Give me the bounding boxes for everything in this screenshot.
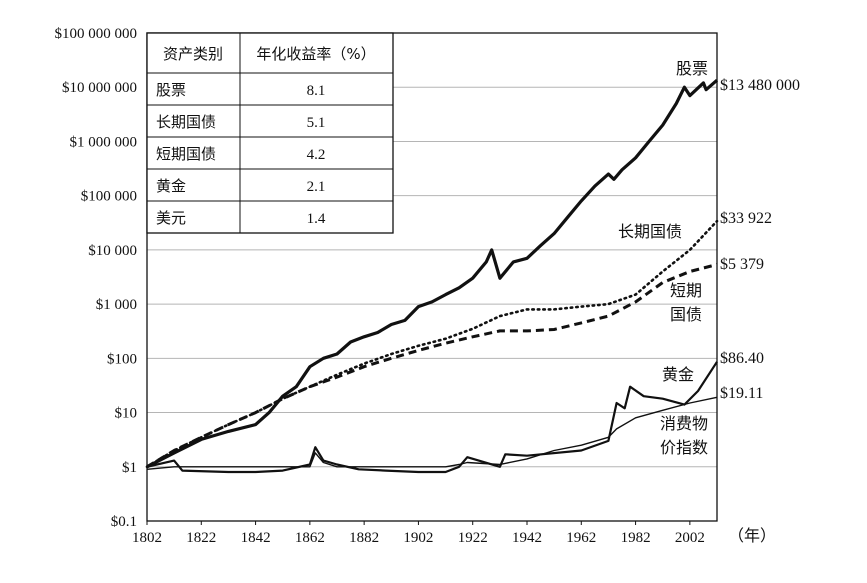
series-line-cpi bbox=[146, 396, 718, 470]
end-value-bills: $5 379 bbox=[720, 256, 764, 273]
x-tick-label: 1982 bbox=[621, 530, 651, 546]
table-cell-asset: 美元 bbox=[156, 209, 186, 227]
table-cell-asset: 长期国债 bbox=[156, 113, 216, 131]
y-tick-label: $100 bbox=[107, 351, 137, 367]
y-tick-label: $0.1 bbox=[111, 514, 137, 530]
end-value-bonds: $33 922 bbox=[720, 210, 772, 227]
y-tick-label: $100 000 000 bbox=[55, 26, 138, 42]
x-tick-label: 1902 bbox=[403, 530, 433, 546]
label-bills-line2: 国债 bbox=[670, 305, 702, 324]
table-cell-return: 4.2 bbox=[307, 147, 326, 163]
x-tick-label: 1962 bbox=[566, 530, 596, 546]
y-tick-label: $100 000 bbox=[81, 189, 137, 205]
x-tick-label: 1842 bbox=[241, 530, 271, 546]
table-cell-asset: 黄金 bbox=[156, 177, 186, 195]
label-stocks: 股票 bbox=[676, 59, 708, 78]
y-tick-label: $1 000 bbox=[96, 297, 137, 313]
table-cell-return: 5.1 bbox=[307, 115, 326, 131]
y-tick-label: $1 bbox=[122, 460, 137, 476]
y-axis-tick-labels: $100 000 000 $10 000 000 $1 000 000 $100 00… bbox=[55, 26, 138, 530]
label-bills-line1: 短期 bbox=[670, 281, 702, 300]
table-cell-asset: 短期国债 bbox=[156, 145, 216, 163]
x-tick-label: 1882 bbox=[349, 530, 379, 546]
label-cpi-line2: 价指数 bbox=[660, 438, 708, 457]
x-tick-label: 1922 bbox=[458, 530, 488, 546]
x-tick-label: 1822 bbox=[186, 530, 216, 546]
y-tick-label: $1 000 000 bbox=[70, 134, 138, 150]
x-axis-tick-labels: 1802 1822 1842 1862 1882 1902 1922 1942 1962 1982… bbox=[132, 521, 705, 546]
table-header-return: 年化收益率（%） bbox=[256, 45, 375, 63]
series-line-gold bbox=[146, 361, 718, 474]
label-gold: 黄金 bbox=[662, 365, 694, 384]
x-axis-unit-label: （年） bbox=[728, 526, 776, 545]
end-value-cpi: $19.11 bbox=[720, 385, 763, 402]
x-tick-label: 1942 bbox=[512, 530, 542, 546]
table-cell-return: 2.1 bbox=[307, 179, 326, 195]
series-line-stocks bbox=[146, 78, 719, 469]
table-cell-return: 1.4 bbox=[307, 211, 326, 227]
returns-table: 资产类别 年化收益率（%） 股票 8.1 长期国债 5.1 短期国债 4.2 黄… bbox=[146, 32, 394, 234]
end-value-stocks: $13 480 000 bbox=[720, 77, 800, 94]
plot-frame bbox=[146, 32, 718, 522]
table-cell-asset: 股票 bbox=[156, 81, 186, 99]
table-header-asset: 资产类别 bbox=[163, 45, 223, 63]
label-cpi-line1: 消费物 bbox=[660, 414, 708, 433]
end-value-gold: $86.40 bbox=[720, 350, 764, 367]
table-frame bbox=[146, 32, 394, 234]
y-tick-label: $10 bbox=[115, 406, 138, 422]
y-tick-label: $10 000 000 bbox=[62, 80, 137, 96]
x-tick-label: 1802 bbox=[132, 530, 162, 546]
x-tick-label: 2002 bbox=[675, 530, 705, 546]
table-cell-return: 8.1 bbox=[307, 83, 326, 99]
x-tick-label: 1862 bbox=[295, 530, 325, 546]
y-tick-label: $10 000 bbox=[88, 243, 137, 259]
label-bonds: 长期国债 bbox=[618, 222, 682, 241]
series-line-bills bbox=[146, 263, 718, 469]
series-group bbox=[145, 78, 719, 474]
